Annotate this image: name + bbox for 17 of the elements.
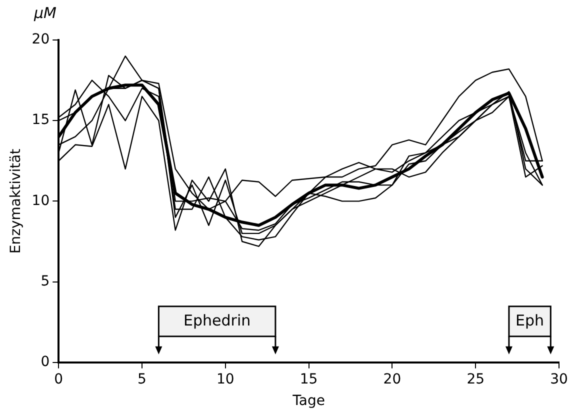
x-tick-label: 20 [383,371,402,388]
band-label: Ephedrin [184,311,251,330]
y-tick-label: 15 [32,112,50,128]
band-label: Eph [516,311,544,330]
y-tick-label: 10 [32,192,50,209]
x-tick-label: 15 [300,371,318,388]
x-tick-label: 30 [550,371,568,388]
x-axis-title: Tage [292,393,325,410]
x-tick-label: 10 [216,371,234,388]
x-tick-label: 5 [138,371,146,388]
x-tick-label: 25 [466,371,485,388]
y-tick-label: 5 [40,273,50,290]
y-axis-title: Enzymaktivität [8,148,24,254]
x-tick-label: 0 [54,371,64,388]
text: µM [34,4,56,22]
y-tick-label: 0 [40,354,50,370]
y-tick-label: 20 [32,32,50,48]
